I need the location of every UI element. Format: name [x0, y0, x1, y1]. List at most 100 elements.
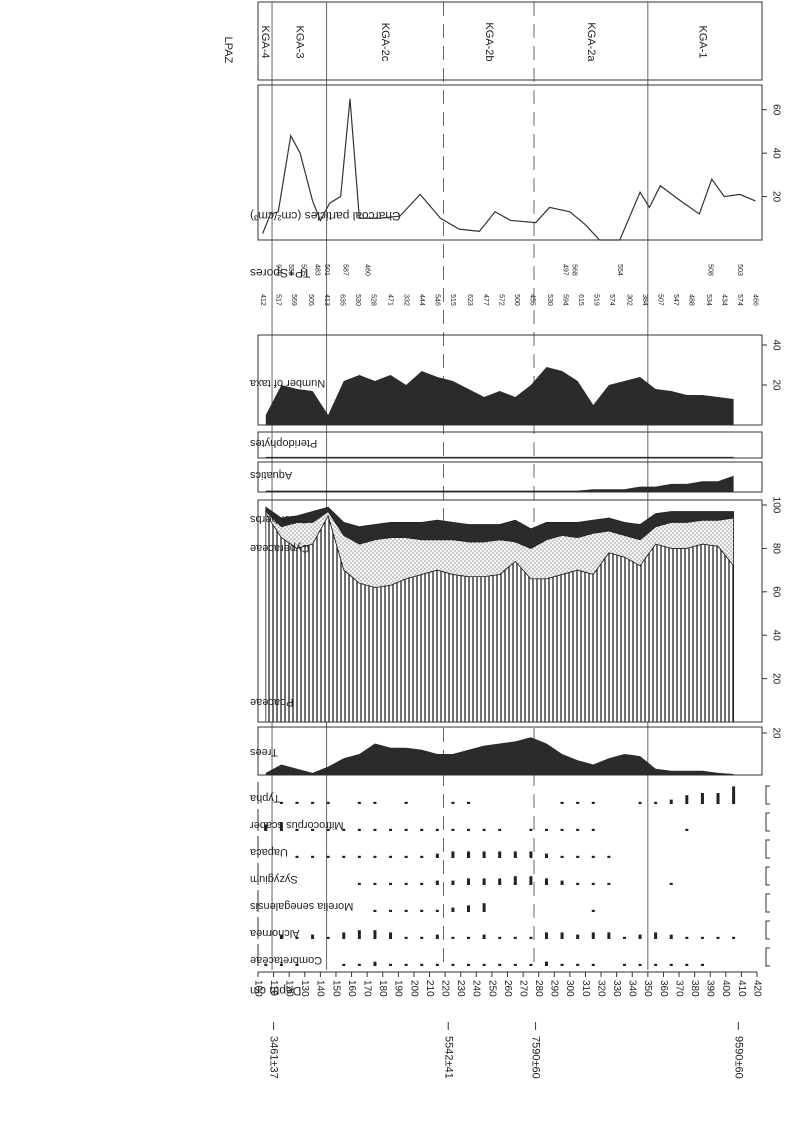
tp-spores-count: 534 [705, 294, 712, 306]
taxon-bar [576, 855, 580, 858]
y-tick-label: 40 [770, 148, 781, 160]
taxon-bar [295, 936, 299, 939]
y-tick-label: 40 [770, 630, 781, 642]
taxon-bar [467, 905, 471, 912]
tp-spores-count: 519 [593, 294, 600, 306]
taxon-bar [654, 801, 658, 804]
taxon-bar [404, 828, 408, 831]
row-label: Depth cm [250, 984, 301, 998]
taxon-bar [279, 934, 283, 939]
taxon-bar [404, 936, 408, 939]
taxon-bar [435, 963, 439, 966]
taxon-bar [560, 880, 564, 885]
row-label: Typha [249, 792, 280, 804]
depth-tick-label: 340 [627, 980, 638, 997]
taxon-bar [669, 882, 673, 885]
zone-label: KGA-2b [483, 22, 495, 61]
taxon-bar [326, 855, 330, 858]
depth-tick-label: 250 [486, 980, 497, 997]
taxon-bar [404, 801, 408, 804]
tp-spores-count: 970 [274, 264, 281, 276]
taxon-bar [373, 801, 377, 804]
taxon-bar [264, 824, 268, 831]
depth-tick-label: 310 [580, 980, 591, 997]
row-label: Morelia senegalensis [250, 900, 354, 912]
area [265, 475, 734, 492]
frame [257, 431, 763, 459]
taxon-bar [342, 963, 346, 966]
depth-tick-label: 370 [673, 980, 684, 997]
taxon-bar [435, 880, 439, 885]
tp-spores-count: 332 [402, 294, 409, 306]
taxon-bar [451, 963, 455, 966]
taxon-bar [279, 963, 283, 966]
tp-spores-count: 546 [433, 294, 440, 306]
depth-tick-label: 390 [705, 980, 716, 997]
taxon-bar [326, 828, 330, 831]
taxon-bar [451, 828, 455, 831]
taxon-bar [732, 786, 736, 804]
tp-spores-count: 515 [449, 294, 456, 306]
taxon-bar [451, 880, 455, 885]
depth-tick-label: 140 [315, 980, 326, 997]
taxon-bar [560, 932, 564, 939]
depth-tick-label: 320 [595, 980, 606, 997]
taxon-bar [295, 963, 299, 966]
tp-spores-count: 507 [656, 294, 663, 306]
taxon-bar [529, 963, 533, 966]
row-bracket [765, 947, 770, 967]
depth-tick-label: 190 [393, 980, 404, 997]
taxon-bar [435, 934, 439, 939]
row-label: Number of taxa [249, 377, 325, 389]
tp-spores-count: 574 [736, 294, 743, 306]
tp-spores-count: 501 [323, 264, 330, 276]
taxon-bar [373, 882, 377, 885]
taxon-bar [467, 851, 471, 858]
y-tick-label: 20 [770, 191, 781, 203]
taxon-bar [591, 828, 595, 831]
taxon-bar [482, 878, 486, 885]
frame [257, 1, 763, 81]
row-label: Cyperaceae [250, 542, 309, 554]
tp-spores-count: 547 [672, 294, 679, 306]
row-bracket [765, 812, 770, 832]
taxon-bar [373, 961, 377, 966]
tp-spores-count: 497 [561, 264, 568, 276]
tp-spores-count: 505 [307, 294, 314, 306]
taxon-bar [373, 855, 377, 858]
taxon-bar [357, 828, 361, 831]
taxon-bar [529, 936, 533, 939]
tp-spores-count: 594 [561, 294, 568, 306]
taxon-bar [685, 795, 689, 804]
taxon-bar [544, 878, 548, 885]
taxon-bar [513, 936, 517, 939]
taxon-bar [482, 828, 486, 831]
tp-spores-count: 413 [323, 294, 330, 306]
tp-spores-count: 554 [616, 264, 623, 276]
y-tick-label: 80 [770, 543, 781, 555]
date-label: 7590±60 [530, 1036, 542, 1079]
depth-tick-label: 170 [362, 980, 373, 997]
taxon-bar [404, 882, 408, 885]
row-bracket [765, 866, 770, 886]
taxon-bar [591, 882, 595, 885]
taxon-bar [389, 855, 393, 858]
taxon-bar [420, 909, 424, 912]
tp-spores-count: 477 [482, 294, 489, 306]
taxon-bar [357, 963, 361, 966]
depth-tick-label: 410 [736, 980, 747, 997]
tp-spores-count: 434 [720, 294, 727, 306]
taxon-bar [420, 828, 424, 831]
taxon-bar [482, 851, 486, 858]
zone-label: KGA-3 [293, 25, 305, 58]
depth-tick-label: 160 [346, 980, 357, 997]
row-label: Pteridophytes [250, 437, 318, 449]
taxon-bar [607, 932, 611, 939]
tp-spores-count: 412 [259, 294, 266, 306]
depth-tick-label: 300 [564, 980, 575, 997]
taxon-bar [404, 909, 408, 912]
taxon-bar [467, 963, 471, 966]
date-label: 3461±37 [268, 1036, 280, 1079]
taxon-bar [498, 851, 502, 858]
taxon-bar [467, 828, 471, 831]
